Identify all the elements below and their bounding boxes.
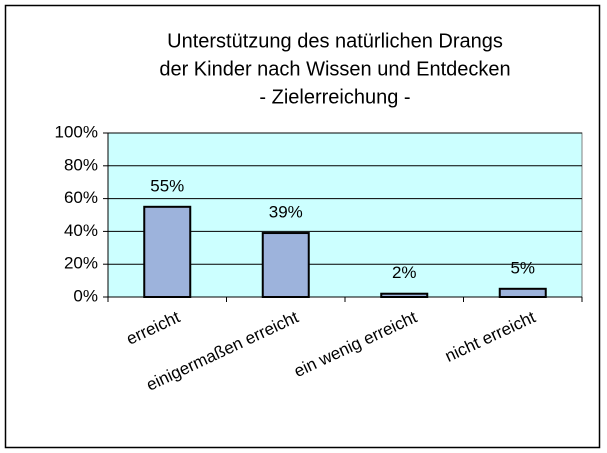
y-tick-label: 40% — [64, 221, 98, 240]
chart-title: Unterstützung des natürlichen Drangs — [167, 30, 503, 52]
y-tick-label: 0% — [73, 286, 98, 305]
data-label: 5% — [510, 258, 535, 277]
data-label: 39% — [269, 203, 303, 222]
bar — [143, 205, 192, 298]
y-tick-label: 80% — [64, 155, 98, 174]
data-label: 55% — [150, 176, 184, 195]
y-tick-label: 60% — [64, 188, 98, 207]
y-tick-label: 100% — [55, 122, 98, 141]
chart-title: - Zielerreichung - — [259, 86, 410, 108]
bar — [498, 287, 547, 298]
bar — [261, 232, 310, 298]
bar — [380, 292, 429, 299]
y-tick-label: 20% — [64, 254, 98, 273]
data-label: 2% — [392, 263, 417, 282]
chart-title: der Kinder nach Wissen und Entdecken — [159, 58, 510, 80]
